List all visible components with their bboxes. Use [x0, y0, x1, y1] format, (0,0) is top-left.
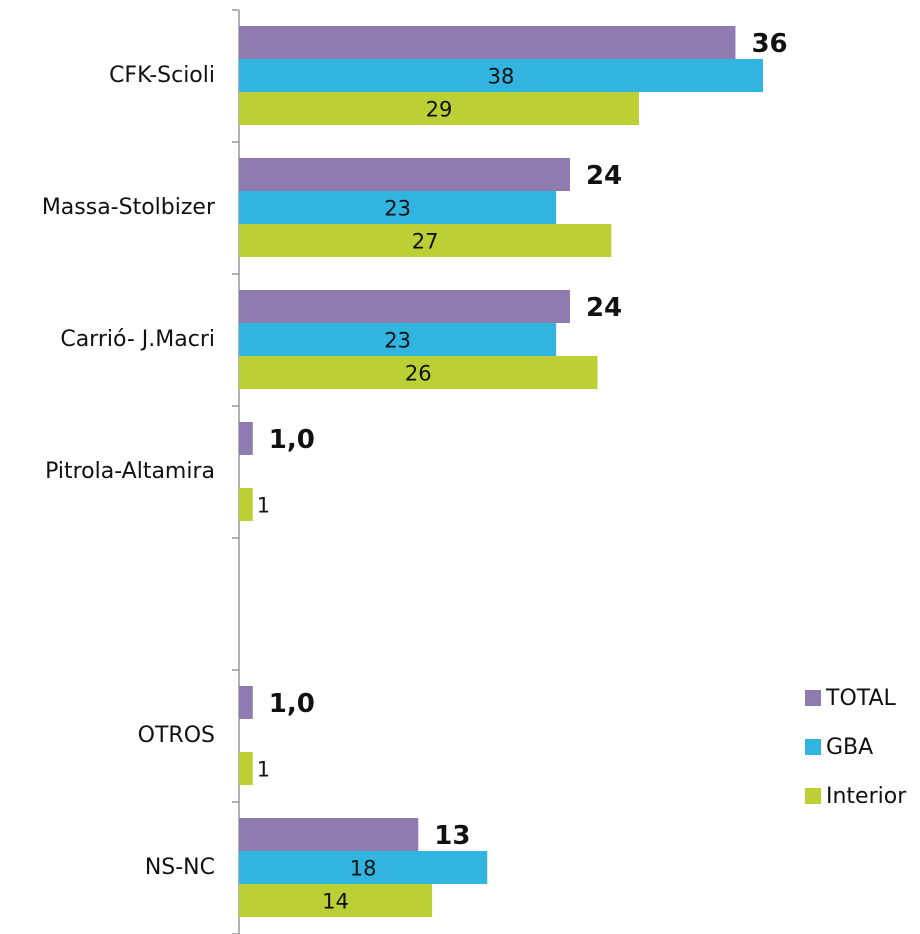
- legend-swatch: [805, 690, 821, 706]
- y-tick-label: OTROS: [138, 723, 215, 748]
- data-label: 1: [257, 758, 270, 782]
- bar: [239, 158, 570, 191]
- data-label: 38: [488, 65, 515, 89]
- legend-label: Interior: [826, 784, 907, 809]
- bar: [239, 290, 570, 323]
- data-label: 1,0: [269, 425, 315, 455]
- bar: [239, 884, 433, 917]
- bar: [239, 224, 612, 257]
- bar: [239, 323, 557, 356]
- bar: [239, 818, 419, 851]
- data-label: 27: [412, 230, 439, 254]
- bar: [239, 422, 253, 455]
- data-label: 24: [586, 293, 622, 323]
- bar: [239, 191, 557, 224]
- bar: [239, 851, 488, 884]
- y-tick-label: NS-NC: [145, 855, 215, 880]
- data-label: 36: [751, 29, 787, 59]
- data-label: 23: [384, 329, 411, 353]
- data-label: 18: [350, 857, 377, 881]
- legend-swatch: [805, 788, 821, 804]
- legend-label: GBA: [826, 735, 873, 760]
- bar: [239, 752, 253, 785]
- y-tick-label: Massa-Stolbizer: [42, 195, 216, 220]
- bar: [239, 686, 253, 719]
- bar: [239, 92, 639, 125]
- data-label: 1,0: [269, 689, 315, 719]
- bar: [239, 356, 598, 389]
- data-label: 29: [426, 98, 453, 122]
- legend-label: TOTAL: [825, 686, 897, 711]
- legend-swatch: [805, 739, 821, 755]
- y-tick-label: Pitrola-Altamira: [45, 459, 215, 484]
- y-tick-label: CFK-Scioli: [109, 63, 215, 88]
- data-label: 13: [434, 821, 470, 851]
- bar: [239, 59, 764, 92]
- data-label: 26: [405, 362, 432, 386]
- y-tick-label: Carrió- J.Macri: [60, 327, 215, 352]
- bar: [239, 26, 736, 59]
- data-label: 24: [586, 161, 622, 191]
- data-label: 14: [322, 890, 349, 914]
- data-label: 23: [384, 197, 411, 221]
- bar: [239, 488, 253, 521]
- data-label: 1: [257, 494, 270, 518]
